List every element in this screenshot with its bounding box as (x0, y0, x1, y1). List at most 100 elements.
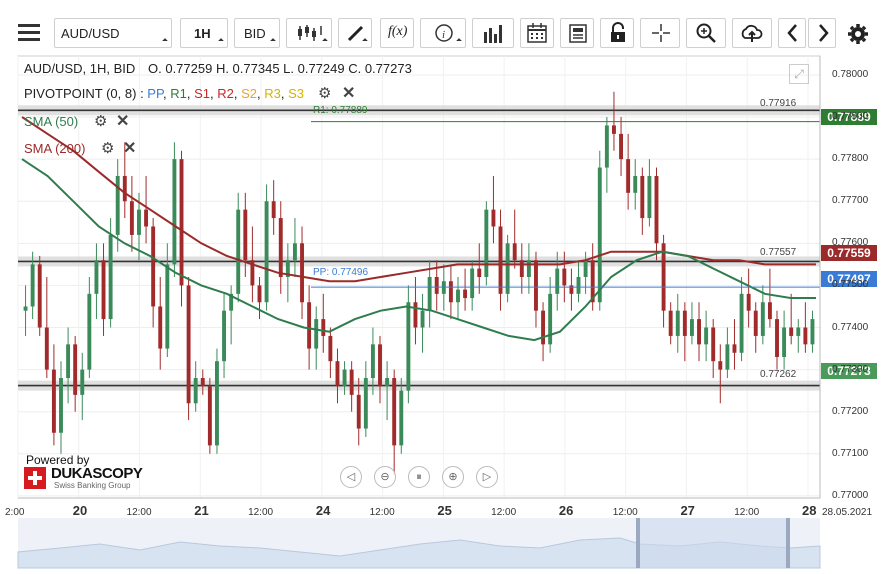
expand-icon[interactable]: ⤢ (789, 64, 809, 84)
candle-body (654, 175, 659, 244)
candle-body (399, 390, 404, 446)
candle-body (725, 344, 730, 370)
candle-body (427, 277, 432, 311)
cloud-upload-button[interactable] (732, 18, 772, 48)
function-button[interactable]: f(x) (380, 18, 414, 48)
candle-body (576, 277, 581, 294)
candle-body (300, 243, 304, 303)
navigator-handle-left[interactable] (636, 518, 640, 568)
candle-body (675, 310, 680, 336)
price-box-sma200: 0.77559 (821, 245, 877, 261)
report-button[interactable] (560, 18, 594, 48)
next-button[interactable] (808, 18, 836, 48)
candle-body (278, 218, 283, 277)
brand-name: DUKASCOPY (51, 465, 143, 482)
pivot-close-icon[interactable]: ✕ (342, 85, 356, 102)
candle-body (413, 302, 418, 328)
crosshair-button[interactable] (640, 18, 680, 48)
sma50-settings-gear-icon[interactable]: ⚙ (94, 113, 108, 130)
candle-body (782, 327, 787, 357)
sma200-close-icon[interactable]: ✕ (123, 140, 137, 157)
prev-button[interactable] (778, 18, 806, 48)
navigator-window[interactable] (640, 518, 790, 568)
side-label: BID (244, 26, 266, 41)
volume-bars-icon (484, 25, 502, 43)
candle-body (23, 306, 28, 311)
reset-view-button[interactable]: ⏸ (408, 466, 430, 488)
hamburger-icon[interactable] (18, 24, 40, 42)
candle-body (307, 302, 312, 349)
pivot-indicator-label[interactable]: PIVOTPOINT (0, 8) : PP, R1, S1, R2, S2, … (24, 86, 304, 101)
pivot-item-r2: R2 (217, 86, 234, 101)
candle-body (477, 268, 482, 277)
zoom-in-button[interactable]: ⊕ (442, 466, 464, 488)
scroll-right-button[interactable]: ▷ (476, 466, 498, 488)
candle-body (583, 260, 588, 277)
x-tick-label: 12:00 (491, 507, 517, 518)
candle-body (122, 175, 127, 202)
candle-body (129, 201, 134, 235)
period-label: 1H (194, 26, 211, 41)
y-tick-label: 0.77200 (832, 405, 869, 417)
candle-body (271, 201, 276, 219)
scroll-left-button[interactable]: ◁ (340, 466, 362, 488)
candle-body (789, 327, 794, 336)
candle-body (385, 378, 390, 387)
pivot-settings-gear-icon[interactable]: ⚙ (318, 85, 332, 102)
draw-button[interactable] (338, 18, 372, 48)
side-select[interactable]: BID (234, 18, 280, 48)
zoom-out-button[interactable]: ⊖ (374, 466, 396, 488)
candle-body (158, 306, 163, 349)
y-tick-label: 0.78000 (832, 68, 869, 80)
zoom-button[interactable] (686, 18, 726, 48)
candle-body (448, 281, 453, 303)
candles-type-button[interactable] (286, 18, 332, 48)
x-day-label: 20 (72, 503, 88, 518)
candle-body (682, 310, 687, 336)
instrument-select[interactable]: AUD/USD (54, 18, 172, 48)
volume-button[interactable] (472, 18, 514, 48)
calendar-button[interactable] (520, 18, 554, 48)
sma200-settings-gear-icon[interactable]: ⚙ (101, 140, 115, 157)
candle-body (534, 260, 538, 311)
candle-body (44, 327, 49, 370)
candle-body (767, 302, 772, 320)
y-tick-label: 0.77600 (832, 237, 869, 249)
pivot-levels (311, 121, 820, 288)
candle-body (626, 159, 631, 193)
pivot-item-pp: PP (147, 86, 163, 101)
y-tick-label: 0.77800 (832, 153, 869, 165)
candle-body (179, 159, 184, 286)
candle-body (243, 209, 248, 261)
swiss-cross-icon (24, 467, 46, 489)
settings-gear-icon[interactable] (847, 23, 869, 45)
calendar-icon (527, 23, 547, 43)
info-button[interactable]: i (420, 18, 466, 48)
svg-text:i: i (442, 29, 445, 41)
y-tick-label: 0.77300 (832, 363, 869, 375)
y-tick-label: 0.77100 (832, 447, 869, 459)
y-tick-label: 0.77400 (832, 321, 869, 333)
period-select[interactable]: 1H (180, 18, 228, 48)
candle-body (165, 264, 170, 349)
pivot-item-s3: S3 (288, 86, 304, 101)
x-tick-label: 12:00 (734, 507, 760, 518)
candle-body (321, 319, 326, 336)
sma50-label[interactable]: SMA (50) (24, 114, 79, 129)
y-tick-label: 0.77500 (832, 279, 869, 291)
candle-body (689, 319, 694, 336)
sma50-line (21, 158, 816, 342)
sma200-label[interactable]: SMA (200) (24, 141, 86, 156)
brand-tagline: Swiss Banking Group (54, 481, 131, 490)
sma50-close-icon[interactable]: ✕ (116, 113, 130, 130)
candle-body (470, 268, 475, 299)
candle-body (619, 133, 623, 160)
candle-body (186, 285, 191, 404)
function-icon: f(x) (388, 24, 408, 39)
x-day-label: 24 (315, 503, 331, 518)
navigator-handle-right[interactable] (786, 518, 790, 568)
lock-button[interactable] (600, 18, 634, 48)
candle-body (144, 209, 149, 227)
candle-body (370, 344, 375, 379)
